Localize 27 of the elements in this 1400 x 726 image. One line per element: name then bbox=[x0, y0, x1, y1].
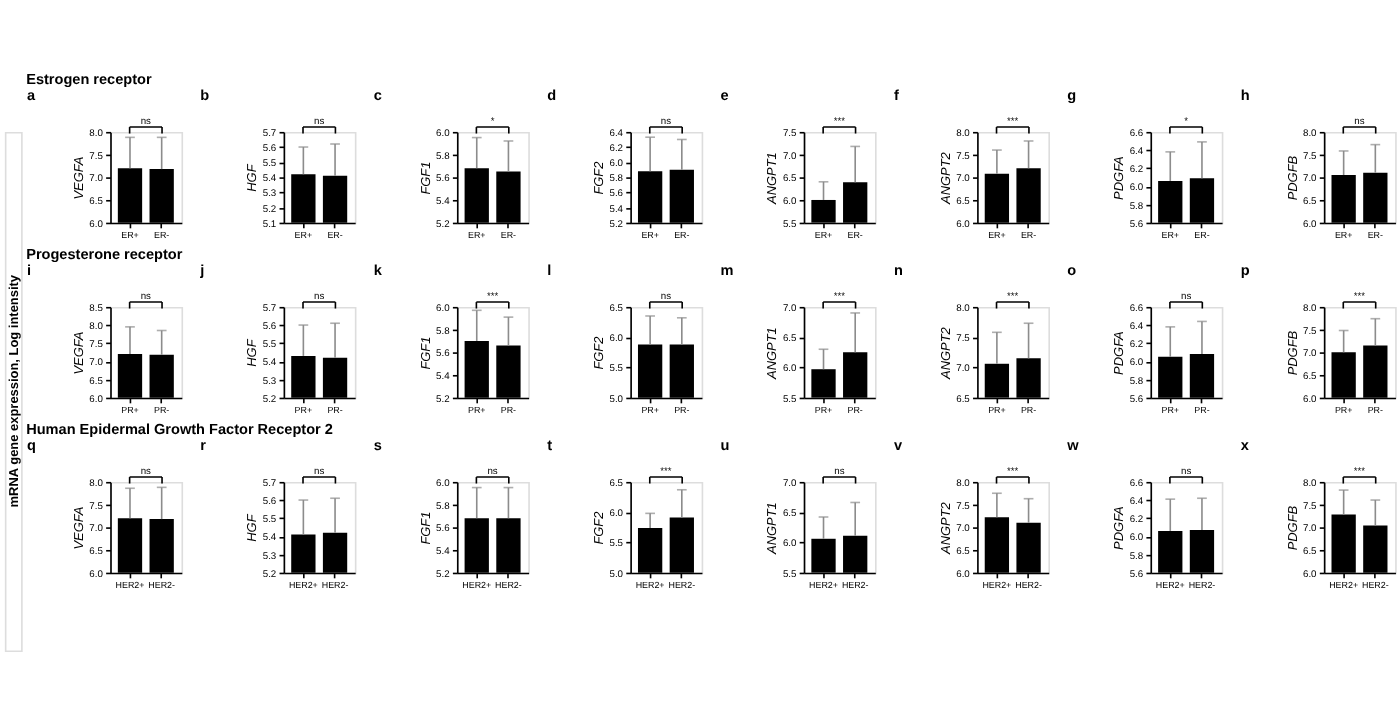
chart-title: e bbox=[720, 85, 729, 104]
chart-title: s bbox=[373, 435, 382, 454]
chart-title: r bbox=[200, 435, 207, 454]
chart-title: w bbox=[1065, 435, 1080, 454]
chart-title: l bbox=[547, 260, 552, 279]
chart-title: t bbox=[547, 435, 554, 454]
chart-title: j bbox=[198, 260, 205, 279]
chart-title: b bbox=[200, 85, 211, 104]
chart-title: c bbox=[373, 85, 382, 104]
chart-title: q bbox=[26, 435, 36, 454]
chart-title: g bbox=[1067, 85, 1077, 104]
chart-title: a bbox=[26, 85, 37, 104]
chart-title: n bbox=[893, 260, 903, 279]
chart-title: f bbox=[893, 85, 900, 104]
chart-title: h bbox=[1240, 85, 1250, 104]
chart-title: x bbox=[1240, 435, 1249, 454]
chart-title: o bbox=[1067, 260, 1078, 279]
chart-title: i bbox=[26, 260, 32, 279]
chart-title: k bbox=[373, 260, 384, 279]
chart-title: v bbox=[893, 435, 904, 454]
chart-title: m bbox=[720, 260, 735, 279]
chart-title: p bbox=[1240, 260, 1251, 279]
chart-subtitle: Progesterone receptor bbox=[26, 245, 183, 264]
chart-title: u bbox=[720, 435, 730, 454]
chart-title: d bbox=[547, 85, 557, 104]
chart-subtitle: Estrogen receptor bbox=[26, 70, 152, 89]
chart-subtitle: Human Epidermal Growth Factor Receptor 2 bbox=[26, 420, 333, 439]
